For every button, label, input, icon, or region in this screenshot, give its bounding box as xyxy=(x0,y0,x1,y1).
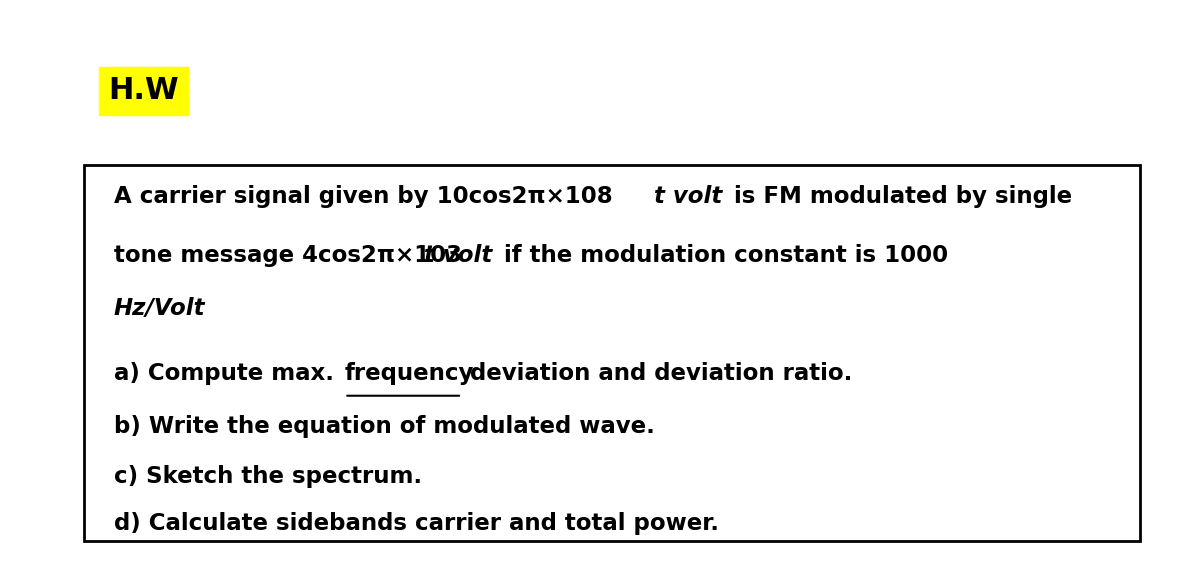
Text: frequency: frequency xyxy=(344,362,474,385)
Text: t volt: t volt xyxy=(424,244,492,267)
Text: t volt: t volt xyxy=(654,185,722,208)
Text: H.W: H.W xyxy=(108,76,179,105)
Text: A carrier signal given by 10cos2π×108: A carrier signal given by 10cos2π×108 xyxy=(114,185,613,208)
Text: a) Compute max.: a) Compute max. xyxy=(114,362,342,385)
Text: b) Write the equation of modulated wave.: b) Write the equation of modulated wave. xyxy=(114,415,655,437)
Text: Hz/Volt: Hz/Volt xyxy=(114,297,205,320)
Text: tone message 4cos2π×103: tone message 4cos2π×103 xyxy=(114,244,462,267)
FancyBboxPatch shape xyxy=(84,165,1140,541)
Text: if the modulation constant is 1000: if the modulation constant is 1000 xyxy=(496,244,948,267)
Text: d) Calculate sidebands carrier and total power.: d) Calculate sidebands carrier and total… xyxy=(114,512,719,534)
Text: c) Sketch the spectrum.: c) Sketch the spectrum. xyxy=(114,465,422,487)
Text: is FM modulated by single: is FM modulated by single xyxy=(726,185,1072,208)
Text: deviation and deviation ratio.: deviation and deviation ratio. xyxy=(462,362,852,385)
